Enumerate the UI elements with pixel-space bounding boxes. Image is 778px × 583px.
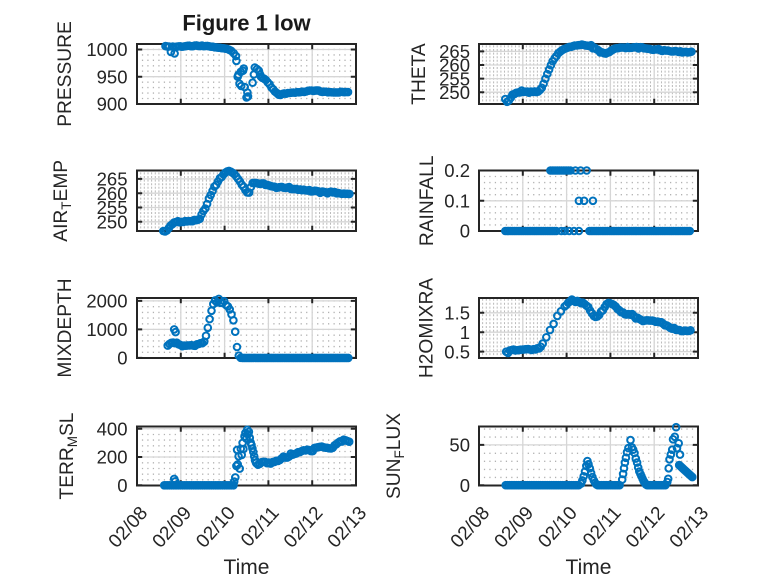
svg-text:250: 250	[97, 212, 128, 233]
svg-text:TERRMSL: TERRMSL	[57, 412, 80, 499]
svg-text:0: 0	[117, 475, 127, 496]
svg-text:950: 950	[97, 66, 128, 87]
svg-text:PRESSURE: PRESSURE	[55, 21, 76, 127]
svg-text:255: 255	[439, 68, 470, 89]
svg-text:Figure 1 low: Figure 1 low	[182, 11, 311, 36]
svg-text:900: 900	[97, 94, 128, 115]
svg-text:RAINFALL: RAINFALL	[417, 155, 438, 246]
svg-text:0.1: 0.1	[444, 190, 470, 211]
svg-text:255: 255	[97, 197, 128, 218]
svg-text:H2OMIXRA: H2OMIXRA	[417, 278, 438, 378]
svg-text:50: 50	[449, 435, 470, 456]
svg-text:400: 400	[97, 418, 128, 439]
svg-text:1000: 1000	[86, 319, 127, 340]
svg-text:260: 260	[439, 55, 470, 76]
svg-text:0: 0	[460, 221, 470, 242]
svg-text:0.2: 0.2	[444, 160, 470, 181]
svg-text:Time: Time	[224, 556, 270, 579]
svg-text:Time: Time	[566, 556, 612, 579]
svg-text:THETA: THETA	[409, 43, 430, 105]
svg-text:SUNFLUX: SUNFLUX	[384, 413, 407, 499]
svg-text:250: 250	[439, 82, 470, 103]
svg-text:265: 265	[97, 169, 128, 190]
svg-text:1.5: 1.5	[444, 303, 470, 324]
svg-text:0.5: 0.5	[444, 341, 470, 362]
svg-text:2000: 2000	[86, 291, 127, 312]
svg-text:200: 200	[97, 447, 128, 468]
svg-text:265: 265	[439, 41, 470, 62]
svg-text:1000: 1000	[86, 39, 127, 60]
svg-text:260: 260	[97, 183, 128, 204]
svg-text:AIRTEMP: AIRTEMP	[51, 160, 74, 242]
svg-text:0: 0	[117, 348, 127, 369]
svg-text:1: 1	[460, 322, 470, 343]
svg-text:0: 0	[460, 475, 470, 496]
svg-text:MIXDEPTH: MIXDEPTH	[55, 278, 76, 377]
